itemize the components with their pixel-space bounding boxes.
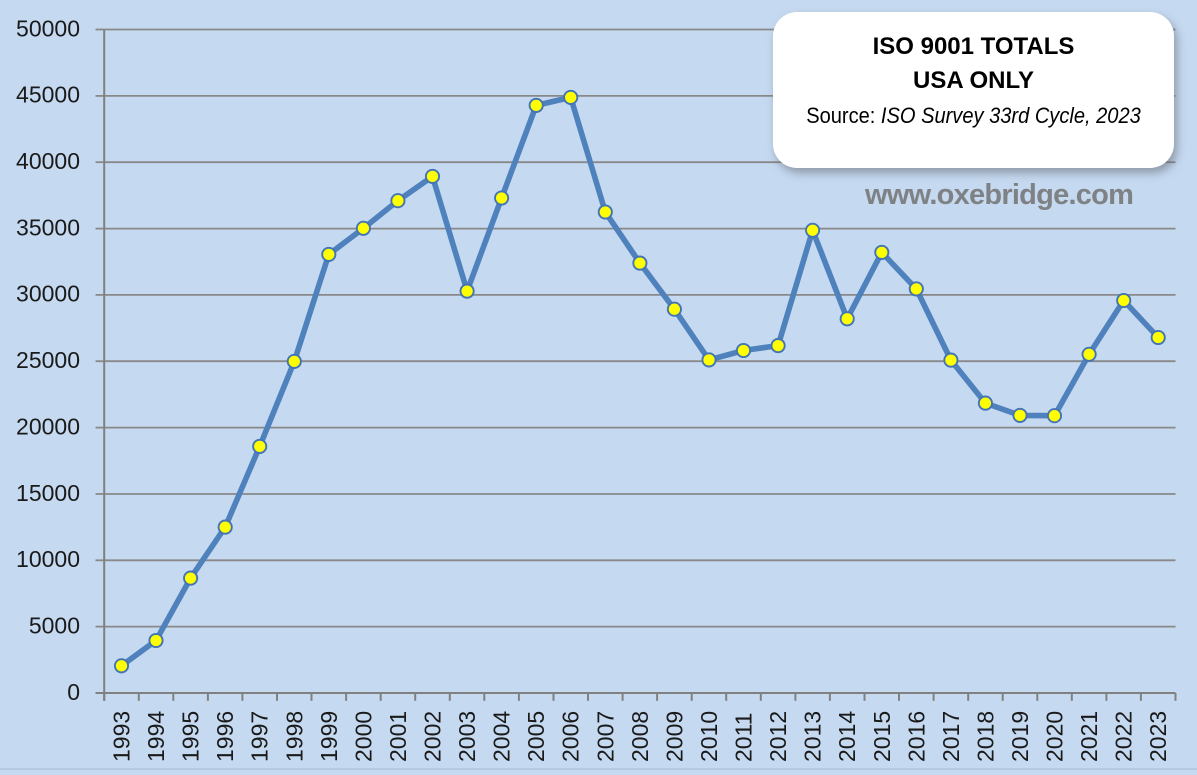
svg-text:1994: 1994 [143,711,169,762]
svg-text:45000: 45000 [16,82,80,108]
svg-text:1993: 1993 [109,711,135,762]
svg-text:30000: 30000 [16,281,80,307]
svg-text:2009: 2009 [661,711,687,762]
svg-text:2023: 2023 [1145,711,1171,762]
svg-text:2006: 2006 [558,711,584,762]
svg-text:0: 0 [67,679,80,705]
svg-text:2007: 2007 [592,711,618,762]
svg-text:15000: 15000 [16,480,80,506]
svg-text:2018: 2018 [972,711,998,762]
svg-text:1995: 1995 [178,711,204,762]
svg-text:1996: 1996 [212,711,238,762]
svg-text:2021: 2021 [1076,711,1102,762]
svg-text:1997: 1997 [247,711,273,762]
svg-text:5000: 5000 [29,612,80,638]
svg-text:2014: 2014 [834,711,860,762]
svg-text:2013: 2013 [800,711,826,762]
svg-text:40000: 40000 [16,148,80,174]
svg-text:2005: 2005 [523,711,549,762]
svg-text:2022: 2022 [1111,711,1137,762]
svg-text:2000: 2000 [350,711,376,762]
svg-text:10000: 10000 [16,546,80,572]
svg-text:2012: 2012 [765,711,791,762]
svg-text:25000: 25000 [16,347,80,373]
svg-text:1999: 1999 [316,711,342,762]
svg-text:2019: 2019 [1007,711,1033,762]
svg-text:50000: 50000 [16,15,80,41]
svg-text:2004: 2004 [489,711,515,762]
svg-text:2003: 2003 [454,711,480,762]
svg-text:2010: 2010 [696,711,722,762]
svg-text:2015: 2015 [869,711,895,762]
svg-text:20000: 20000 [16,413,80,439]
svg-text:2001: 2001 [385,711,411,762]
svg-text:35000: 35000 [16,214,80,240]
svg-text:2008: 2008 [627,711,653,762]
svg-text:2020: 2020 [1042,711,1068,762]
svg-text:2002: 2002 [420,711,446,762]
svg-text:2016: 2016 [903,711,929,762]
svg-text:2017: 2017 [938,711,964,762]
svg-text:2011: 2011 [731,713,757,762]
svg-text:1998: 1998 [281,711,307,762]
